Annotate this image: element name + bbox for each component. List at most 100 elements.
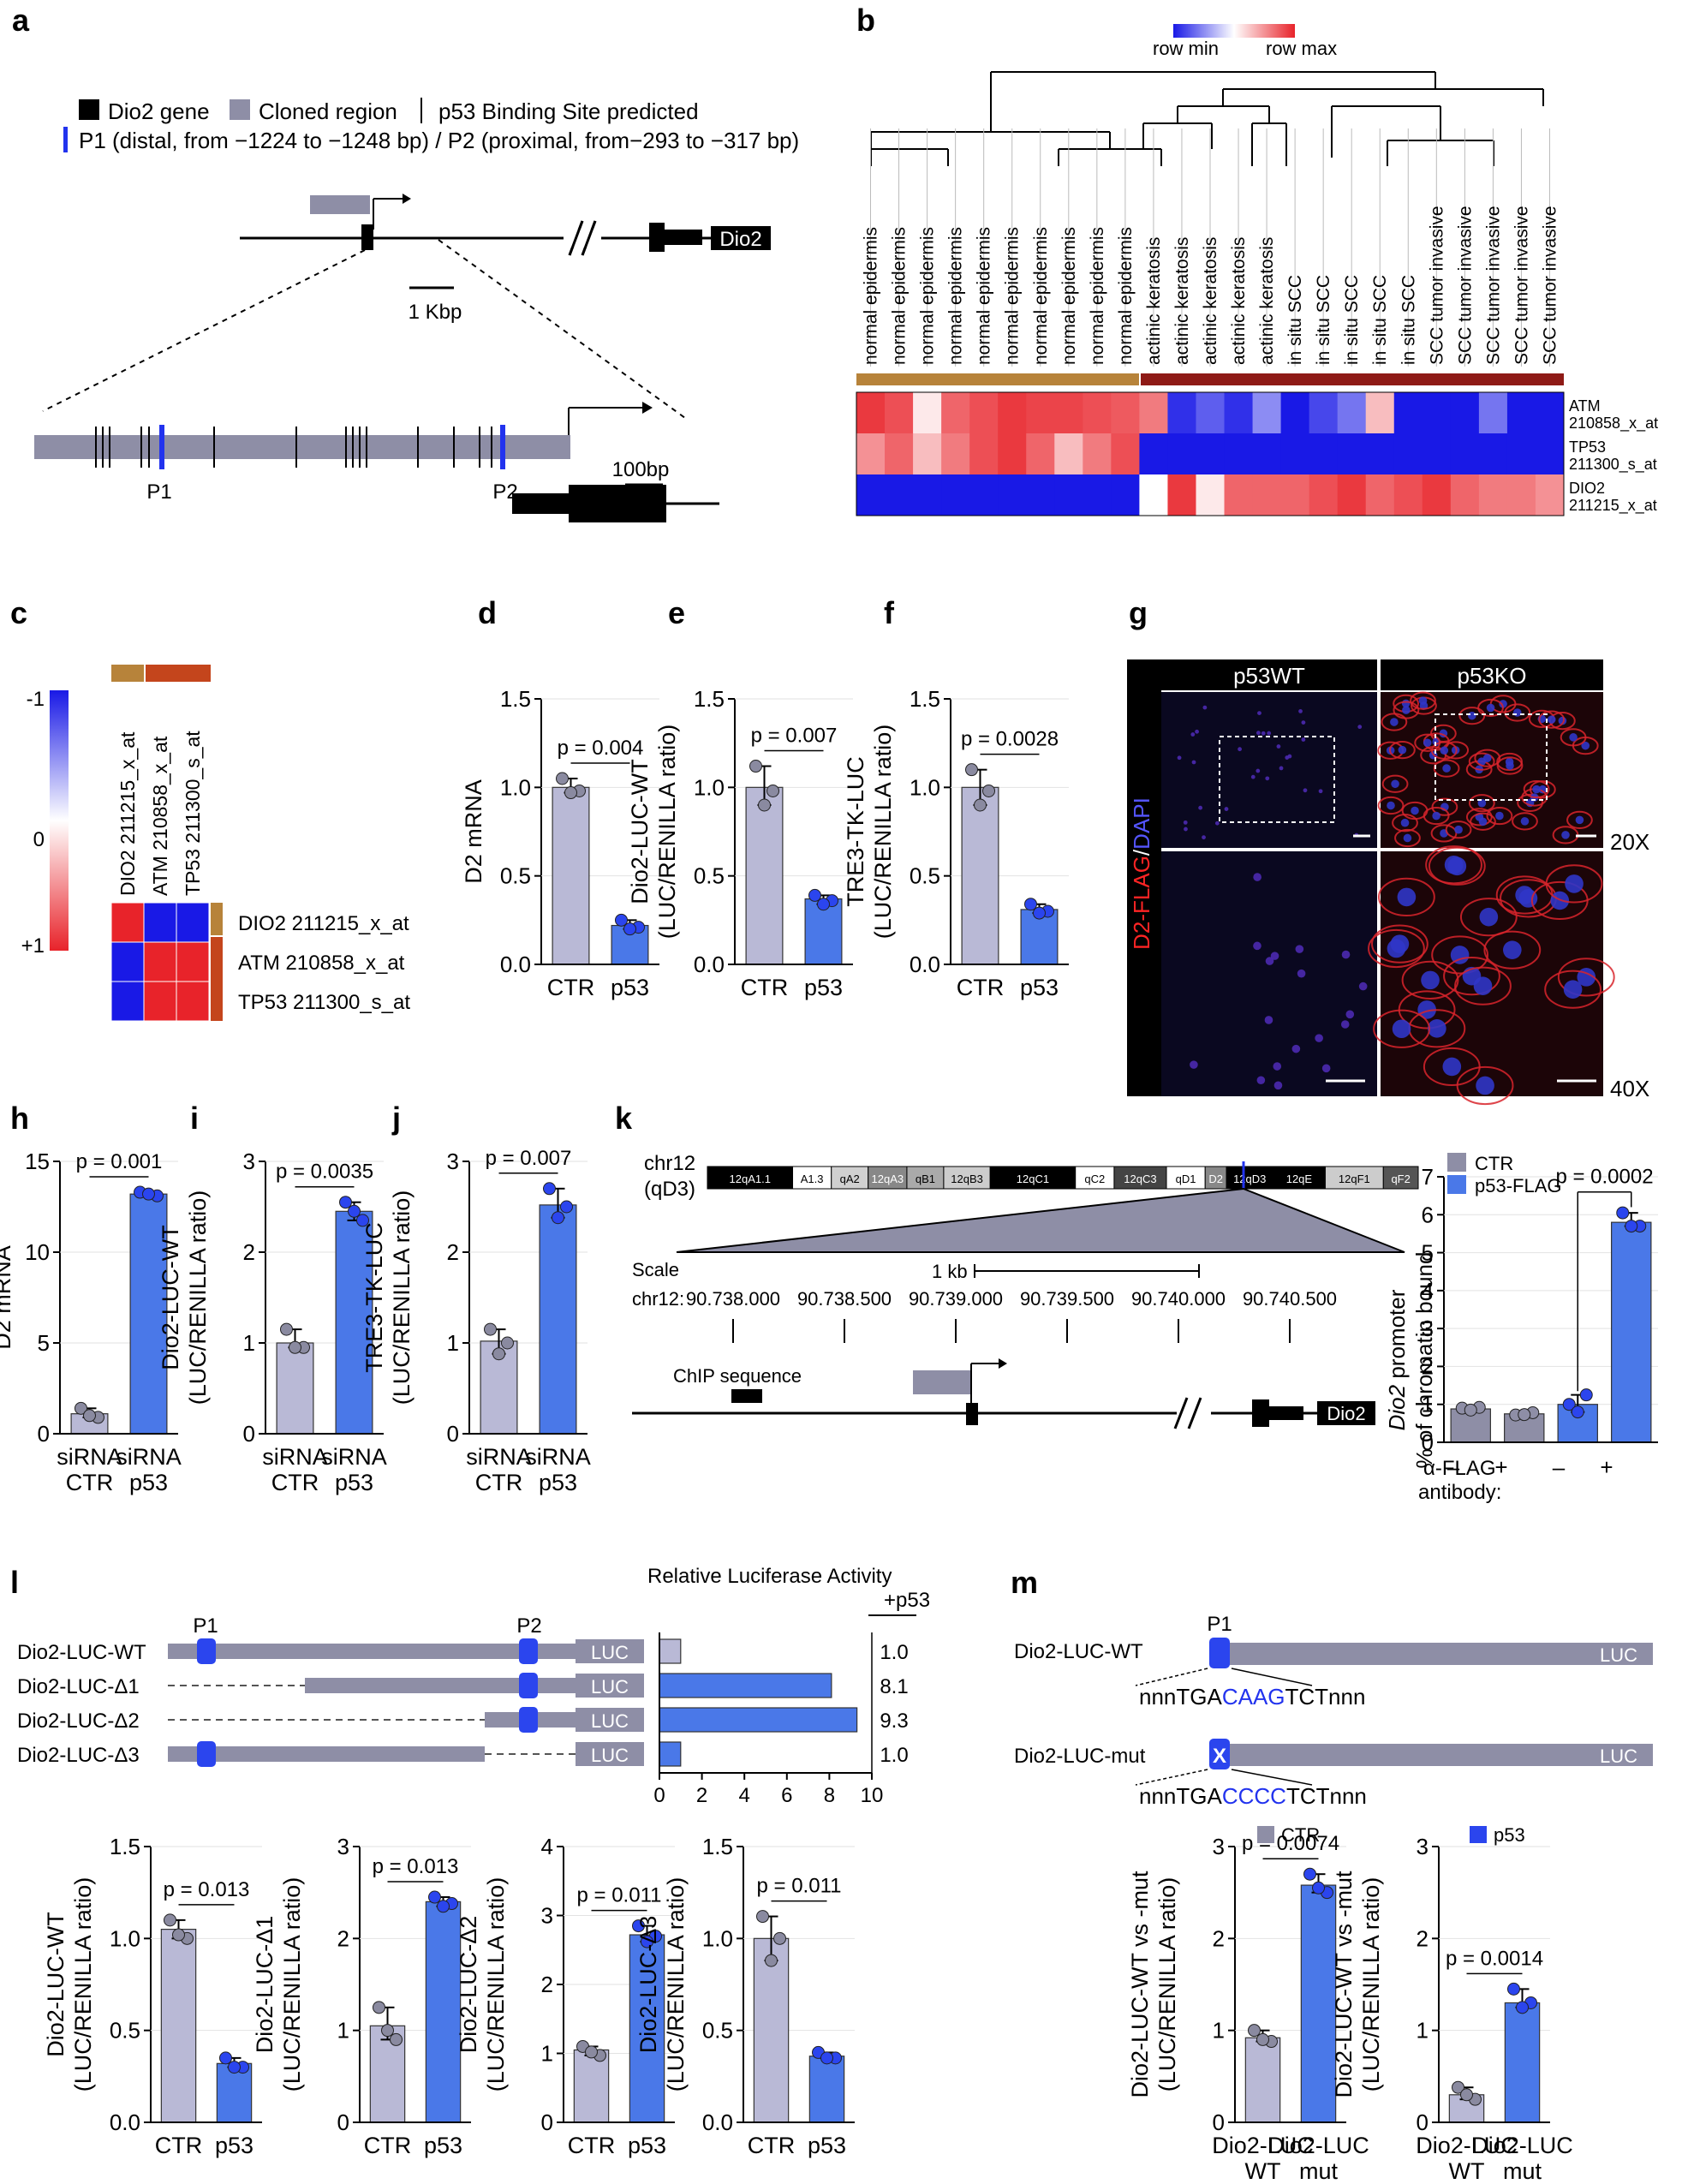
cell-membrane: [1474, 749, 1501, 767]
heat-cell: [1535, 474, 1565, 516]
y-tick-label: 1: [1422, 1392, 1434, 1417]
chromosome-band: [792, 1166, 832, 1190]
heat-cell: [1083, 474, 1112, 516]
panel-letter-a: a: [12, 3, 30, 38]
y-tick-label: 6: [1422, 1202, 1434, 1227]
cell-nucleus: [1198, 805, 1203, 810]
data-point: [1579, 1388, 1593, 1402]
heat-cell: [1083, 392, 1112, 433]
m-p1-site-mut: [1209, 1739, 1230, 1769]
y-tick-label: 1: [447, 1330, 459, 1356]
y-tick-label: 4: [1422, 1278, 1434, 1304]
category-label: p53: [539, 1470, 577, 1495]
cell-nucleus: [1298, 709, 1303, 713]
matrix-cell: [176, 902, 210, 943]
cell-nucleus: [1390, 718, 1399, 726]
heat-cell: [856, 474, 886, 516]
m-wt-construct: [1220, 1643, 1586, 1665]
cell-nucleus: [1303, 788, 1308, 793]
chromosome-band: [1204, 1166, 1227, 1190]
row-label-probe: 211300_s_at: [1569, 456, 1657, 474]
chart-j: 0 1 2 3 TRE3-TK-LUC (LUC/RENILLA ratio) siRNAC…: [361, 1147, 591, 1495]
data-point: [437, 1900, 450, 1913]
cell-membrane: [1392, 814, 1418, 832]
y-tick-label: 1.5: [500, 686, 531, 712]
h-bar: [659, 1673, 832, 1698]
construct-body: [168, 1644, 576, 1659]
sample-label: normal epidermis: [862, 227, 881, 365]
scale-bottom-label: +1: [21, 934, 45, 958]
y-tick-label: 1: [337, 2018, 349, 2044]
cell-nucleus: [1421, 970, 1440, 990]
cell-nucleus: [1391, 779, 1399, 789]
heat-cell: [941, 474, 970, 516]
bar: [539, 1204, 577, 1435]
cell-nucleus: [1315, 1034, 1323, 1042]
y-axis-label: TRE3-TK-LUC: [361, 1222, 387, 1373]
sample-label: actinic keratosis: [1201, 237, 1220, 365]
y-tick-label: 0.0: [110, 2109, 140, 2135]
heat-cell: [913, 433, 942, 474]
m-legend-swatch-p53: [1470, 1826, 1487, 1843]
data-point: [1256, 2032, 1269, 2046]
h-tick-label: 8: [824, 1784, 835, 1807]
cell-nucleus: [1418, 696, 1428, 705]
panel-g: D2-FLAG/DAPI p53WT p53KO 20X 40X: [1127, 659, 1649, 1106]
data-point: [1460, 2088, 1473, 2102]
chart-e: 0.0 0.5 1.0 1.5 Dio2-LUC-WT (LUC/RENILLA rati…: [627, 686, 853, 1000]
cell-nucleus: [1279, 766, 1284, 771]
cell-membrane: [1504, 703, 1531, 722]
cell-nucleus: [1547, 715, 1556, 724]
cell-membrane: [1388, 741, 1416, 760]
heat-cell: [1280, 433, 1310, 474]
data-point: [348, 1204, 361, 1218]
pvalue-label: p = 0.007: [486, 1147, 572, 1170]
data-point: [280, 1322, 293, 1336]
y-tick-label: 7: [1422, 1164, 1434, 1190]
row-min-label: row min: [1153, 38, 1219, 59]
cell-nucleus: [1402, 706, 1411, 714]
cell-membrane: [1483, 930, 1542, 970]
category-label: CTR: [271, 1470, 319, 1495]
data-point: [560, 1200, 573, 1214]
cell-nucleus: [1569, 733, 1578, 742]
cell-nucleus: [1398, 745, 1407, 755]
h-tick-label: 4: [739, 1784, 750, 1807]
cell-membrane: [1377, 796, 1405, 815]
category-label: CTR: [748, 2133, 796, 2158]
row-label-gene: TP53: [1569, 439, 1606, 456]
data-point: [289, 1340, 301, 1354]
heat-cell: [1450, 392, 1480, 433]
cell-nucleus: [1447, 856, 1467, 876]
cell-nucleus: [1581, 741, 1590, 750]
cell-nucleus: [1253, 873, 1262, 881]
cell-nucleus: [1264, 1016, 1273, 1024]
zoom-box-wt: [1219, 736, 1335, 823]
heat-cell: [1167, 392, 1196, 433]
coordinate-ticks: 90.738.000 90.738.500 90.739.000 90.739.500…: [686, 1288, 1337, 1343]
cell-nucleus: [1177, 755, 1182, 761]
p2-site: [519, 1673, 538, 1698]
heat-cell: [1365, 474, 1395, 516]
coordinate-label: 90.738.500: [797, 1288, 892, 1310]
row-scale-gradient: [1173, 24, 1295, 38]
binding-site-ticks: [95, 427, 492, 468]
chart-f: 0.0 0.5 1.0 1.5 TRE3-TK-LUC (LUC/RENILLA rati…: [843, 686, 1069, 1000]
cell-nucleus: [1341, 950, 1351, 959]
sample-label: in situ SCC: [1285, 275, 1305, 365]
y-tick-label: 2: [1213, 1925, 1225, 1951]
data-point: [492, 1347, 505, 1361]
bar: [425, 1901, 462, 2123]
matrix-col-label: TP53 211300_s_at: [182, 731, 204, 896]
cell-nucleus: [1301, 737, 1306, 742]
cell-membrane: [1393, 701, 1420, 719]
luc-label: LUC: [591, 1676, 629, 1698]
chrom-label: chr12: [644, 1152, 695, 1175]
pvalue-label: p = 0.011: [577, 1884, 662, 1907]
y-axis-label-group: TRE3-TK-LUC (LUC/RENILLA ratio): [361, 1190, 415, 1405]
chip-sequence-box: [731, 1389, 762, 1403]
heat-cell: [1280, 392, 1310, 433]
cell-nucleus: [1257, 711, 1262, 716]
y-axis-label: Dio2-LUC-Δ1: [252, 1916, 277, 2054]
cell-nucleus: [1495, 811, 1504, 820]
